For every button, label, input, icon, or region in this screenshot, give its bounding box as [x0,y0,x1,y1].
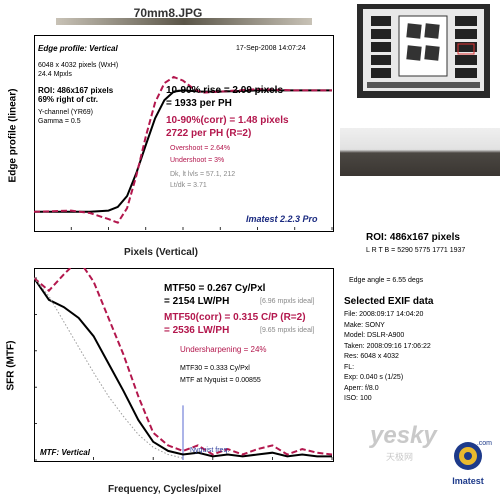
imatest-logo: Imatest .com [442,438,494,494]
edge-profile-panel [34,35,334,232]
imatest-logo-url: .com [476,440,492,447]
dark-light-levels: Dk, lt lvls = 57.1, 212 [170,171,236,178]
watermark: yesky [370,422,437,449]
mtf50-value: MTF50 = 0.267 Cy/Pxl [164,283,266,294]
exif-title: Selected EXIF data [344,296,434,307]
watermark-sub: 天极网 [386,452,414,462]
edge-header: Edge profile: Vertical [38,44,118,53]
undershoot-value: Undershoot = 3% [170,157,225,164]
rise-corr-value: 10-90%(corr) = 1.48 pixels [166,115,289,126]
imatest-version: Imatest 2.2.3 Pro [246,214,318,224]
edge-profile-plot: -6-4-20246810 [34,75,333,230]
edge-timestamp: 17-Sep-2008 14:07:24 [236,45,306,52]
mtf-ylabel: SFR (MTF) [5,340,17,391]
mtf-panel [34,268,334,462]
mtf50-ideal: [6.96 mpxls ideal] [260,298,315,305]
mtf50-corr-value: MTF50(corr) = 0.315 C/P (R=2) [164,312,306,323]
exif-list: File: 2008:09:17 14:04:20 Make: SONY Mod… [344,310,431,405]
mtf-nyquist-value: MTF at Nyquist = 0.00855 [180,377,261,384]
rise-corr-per-ph: 2722 per PH (R=2) [166,128,252,139]
mtf-series-0 [34,277,332,458]
roi-lrtb: L R T B = 5290 5775 1771 1937 [366,247,466,254]
file-title: 70mm8.JPG [133,6,203,20]
exif-file: File: 2008:09:17 14:04:20 [344,311,424,318]
image-mpxls: 24.4 Mpxls [38,71,72,78]
test-chart-thumbnail [357,4,490,98]
rise-value: 10-90% rise = 2.09 pixels [166,85,284,96]
edge-angle: Edge angle = 6.55 degs [349,277,424,284]
mtf-xlabel: Frequency, Cycles/pixel [108,484,222,495]
roi-crop-image [340,128,500,176]
gamma-info: Gamma = 0.5 [38,118,81,125]
edge-series-1 [34,75,332,224]
exif-iso: ISO: 100 [344,395,372,402]
imatest-logo-text: Imatest [452,476,484,486]
nyquist-label: Nyquist freq. [190,447,230,454]
mtf50-corr-ideal: [9.65 mpxls ideal] [260,327,315,334]
roi-title: ROI: 486x167 pixels [366,232,460,243]
roi-position: 69% right of ctr. [38,95,99,104]
edge-ylabel: Edge profile (linear) [7,88,19,183]
exif-fl: FL: [344,363,355,371]
edge-xlabel: Pixels (Vertical) [124,247,198,258]
exif-exposure: Exp: 0.040 s (1/25) [344,374,404,381]
mtf30-value: MTF30 = 0.333 Cy/Pxl [180,365,250,372]
exif-make: Make: SONY [344,321,385,329]
mtf-series-2 [34,277,184,459]
exif-model: Model: DSLR-A900 [344,332,405,339]
overshoot-value: Overshoot = 2.64% [170,145,231,152]
exif-taken: Taken: 2008:09:16 17:06:22 [344,342,431,350]
mtf50-lwph: = 2154 LW/PH [164,296,230,307]
roi-info: ROI: 486x167 pixels [38,86,114,95]
image-strip [56,18,312,25]
mtf50-corr-lwph: = 2536 LW/PH [164,325,230,336]
exif-aperture: Aperr: f/8.0 [344,384,379,392]
exif-res: Res: 6048 x 4032 [344,353,399,360]
channel-info: Y-channel (YR69) [38,109,93,116]
undersharpening-value: Undersharpening = 24% [180,345,267,354]
image-dims: 6048 x 4032 pixels (WxH) [38,62,119,69]
mtf-plot: 00.20.40.60.8100.20.40.60.81 [34,268,333,461]
light-dark-ratio: Lt/dk = 3.71 [170,182,207,189]
rise-per-ph: = 1933 per PH [166,98,232,109]
mtf-label: MTF: Vertical [40,448,90,457]
